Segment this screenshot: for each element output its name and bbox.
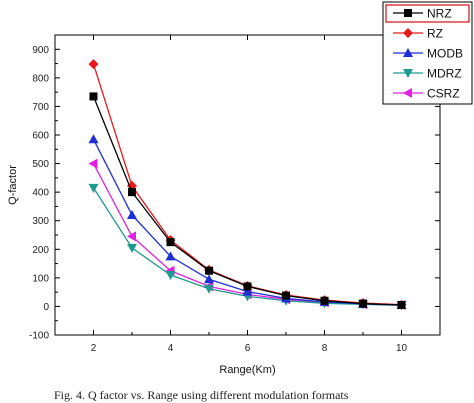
x-tick-label: 6: [245, 343, 251, 354]
point-modb-2: [165, 251, 176, 261]
point-csrz-0: [88, 158, 98, 169]
point-mdrz-2: [165, 271, 176, 280]
x-tick-label: 10: [396, 343, 408, 354]
plot-area: -100 0 100 200 300 400 500 600 700 800 900 2 4 6 8 10 Ra…: [7, 34, 441, 376]
x-axis-title: Range(Km): [219, 364, 275, 376]
point-nrz-6: [320, 296, 329, 305]
point-mdrz-0: [88, 183, 99, 193]
legend-label-modb: MODB: [427, 47, 463, 61]
point-nrz-5: [282, 291, 290, 300]
x-tick-label: 4: [168, 343, 174, 354]
series-line-rz: [92, 63, 402, 306]
point-modb-3: [204, 274, 214, 284]
point-nrz-7: [359, 299, 367, 308]
point-modb-4: [242, 286, 253, 296]
point-mdrz-1: [127, 243, 137, 253]
y-tick-label: 300: [32, 216, 49, 227]
point-modb-0: [88, 134, 99, 144]
legend-marker-rz: [403, 28, 413, 38]
y-axis-title: Q-factor: [7, 165, 19, 205]
point-mdrz-3: [204, 284, 214, 294]
legend-label-rz: RZ: [427, 27, 443, 41]
legend-label-csrz: CSRZ: [427, 87, 460, 101]
y-tick-label: 200: [32, 245, 49, 256]
series-line-nrz: [92, 96, 402, 306]
point-nrz-2: [166, 238, 175, 247]
point-nrz-3: [205, 266, 213, 275]
x-tick-label: 8: [322, 343, 328, 354]
y-tick-label: 500: [32, 159, 49, 170]
point-nrz-1: [128, 188, 136, 197]
y-tick-label: 100: [32, 273, 49, 284]
point-nrz-4: [243, 282, 252, 291]
y-tick-label: 900: [32, 45, 49, 56]
point-csrz-1: [127, 231, 136, 242]
point-rz-0: [88, 59, 99, 70]
x-tick-label: 2: [91, 343, 97, 354]
legend-marker-csrz: [403, 88, 412, 98]
figure-caption: Fig. 4. Q factor vs. Range using differe…: [54, 388, 349, 402]
series-line-modb: [92, 139, 402, 306]
legend-marker-modb: [403, 48, 413, 57]
point-nrz-0: [89, 92, 98, 101]
legend-marker-nrz: [404, 9, 412, 17]
point-modb-1: [127, 210, 137, 219]
legend-marker-mdrz: [403, 69, 413, 78]
y-tick-label: 0: [43, 302, 49, 313]
legend-label-mdrz: MDRZ: [427, 67, 462, 81]
legend-selection-box: [385, 4, 470, 23]
point-nrz-8: [397, 301, 406, 309]
y-tick-label: -100: [29, 331, 49, 342]
y-tick-label: 700: [32, 102, 49, 113]
y-tick-label: 600: [32, 131, 49, 142]
legend: NRZ RZ MODB MDRZ CSRZ: [382, 1, 473, 105]
y-tick-label: 400: [32, 188, 49, 199]
y-tick-label: 800: [32, 73, 49, 84]
legend-label-nrz: NRZ: [427, 7, 452, 21]
